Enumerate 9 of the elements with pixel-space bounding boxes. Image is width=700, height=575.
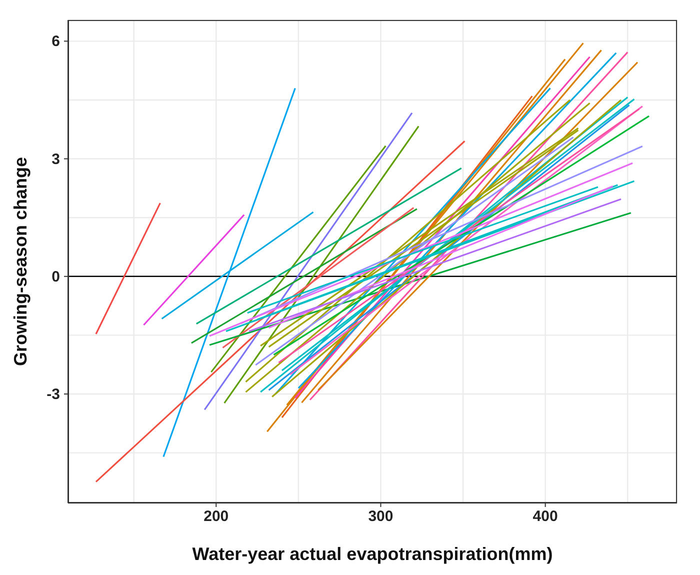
y-tick-label: -3 — [46, 386, 60, 404]
x-axis-title: Water-year actual evapotranspiration(mm) — [192, 544, 553, 564]
x-tick-label: 200 — [204, 508, 229, 525]
y-tick-label: 3 — [52, 150, 60, 168]
x-tick-label: 400 — [532, 508, 558, 525]
y-axis-title: Growing-season change — [10, 156, 30, 366]
x-tick-label: 300 — [368, 508, 394, 525]
y-tick-label: 6 — [52, 33, 60, 50]
y-tick-label: 0 — [52, 268, 60, 286]
